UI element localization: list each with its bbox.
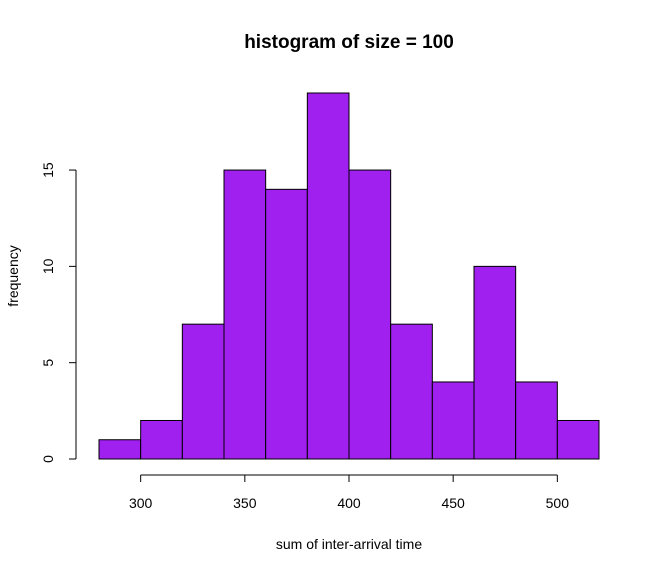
y-axis-label: frequency: [5, 245, 21, 306]
histogram-bar-440-460: [431, 381, 475, 460]
x-tick-label-500: 500: [546, 495, 570, 511]
y-tick-label-10: 10: [40, 258, 56, 274]
chart-title: histogram of size = 100: [244, 32, 454, 53]
y-tick-label-5: 5: [40, 359, 56, 367]
histogram-bar-340-360: [223, 169, 267, 460]
histogram-bar-420-440: [390, 323, 433, 460]
histogram-bar-400-420: [348, 169, 392, 460]
histogram-bar-300-320: [140, 419, 183, 460]
x-tick-label-300: 300: [129, 495, 153, 511]
histogram-bar-460-480: [473, 265, 517, 460]
y-tick-label-15: 15: [40, 162, 56, 178]
histogram-bar-360-380: [265, 188, 308, 460]
x-axis: 300 350 400 450 500: [129, 474, 570, 511]
histogram-bar-320-340: [181, 323, 225, 460]
x-axis-label: sum of inter-arrival time: [276, 536, 422, 552]
x-tick-label-400: 400: [337, 495, 361, 511]
histogram-bar-500-520: [556, 419, 600, 460]
y-axis: 0 5 10 15: [40, 162, 77, 463]
histogram-bar-480-500: [515, 381, 558, 460]
y-tick-label-0: 0: [40, 455, 56, 463]
bars-group: [98, 92, 600, 460]
histogram-bar-280-300: [98, 439, 142, 460]
x-tick-label-450: 450: [441, 495, 465, 511]
x-tick-label-350: 350: [233, 495, 257, 511]
histogram-bar-380-400: [306, 92, 350, 460]
